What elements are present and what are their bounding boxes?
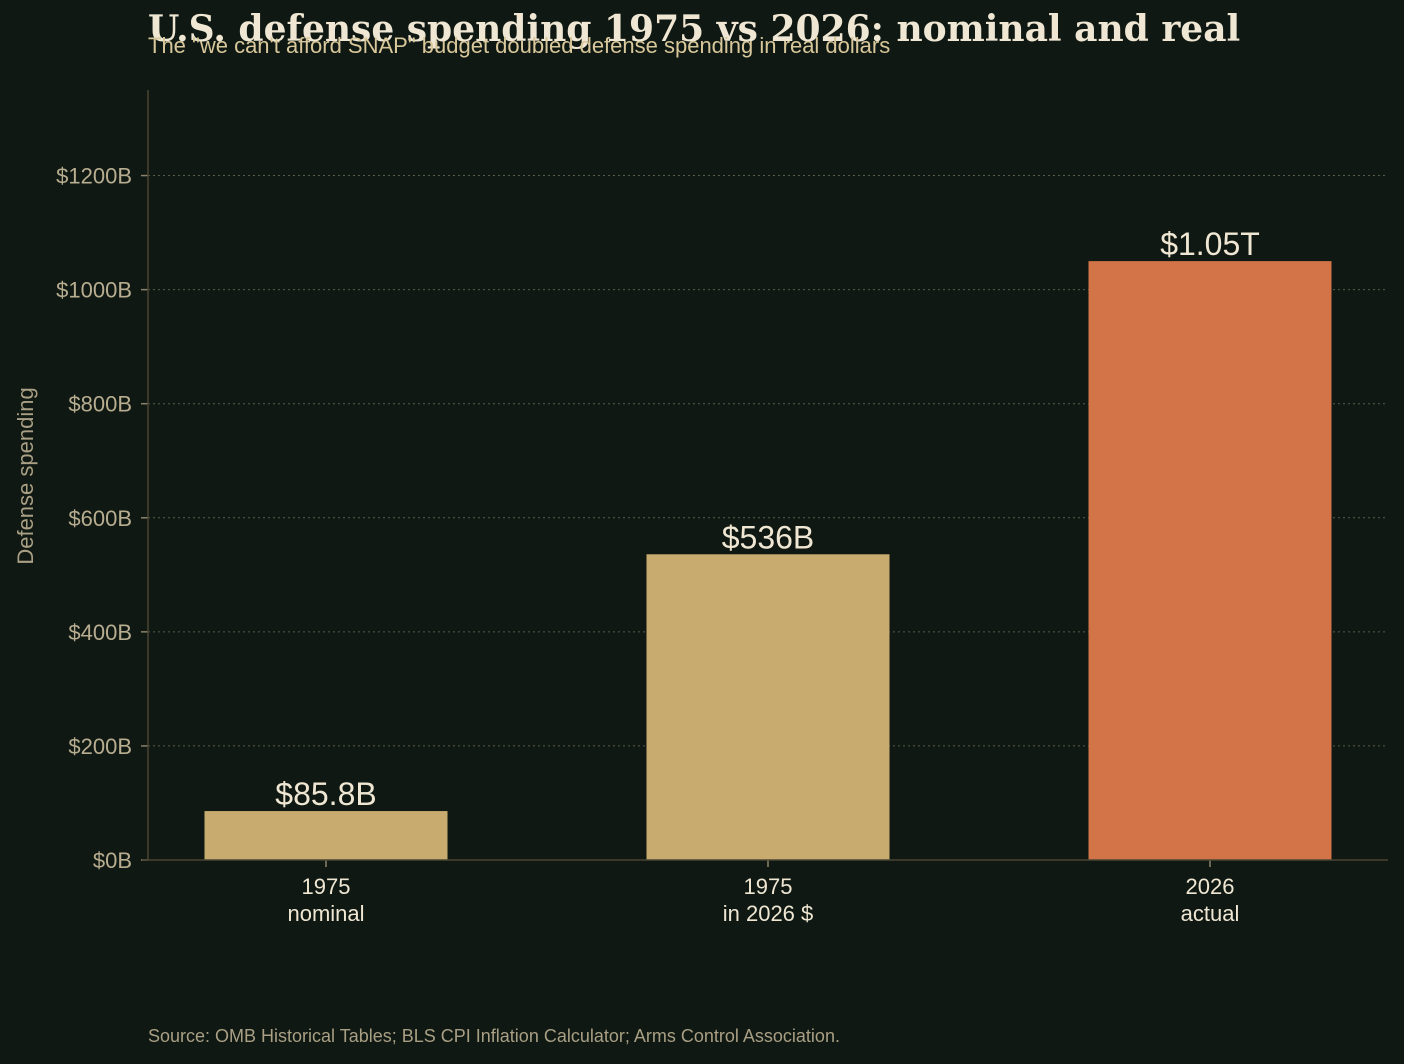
y-tick-label: $200B bbox=[68, 734, 132, 759]
y-tick-label: $400B bbox=[68, 620, 132, 645]
x-tick-label: 1975 in 2026 $ bbox=[723, 874, 814, 926]
chart-title: U.S. defense spending 1975 vs 2026: nomi… bbox=[148, 8, 1241, 50]
x-axis-labels: 1975 nominal 1975 in 2026 $ 2026 actual bbox=[287, 860, 1239, 926]
bar bbox=[646, 554, 890, 860]
bars bbox=[204, 261, 1332, 861]
y-axis-ticks: $0B $200B $400B $600B $800B $1000B $1200B bbox=[56, 164, 148, 873]
y-tick-label: $800B bbox=[68, 392, 132, 417]
bar bbox=[204, 811, 448, 860]
x-tick-label: 1975 nominal bbox=[287, 874, 364, 926]
bar-value-label: $1.05T bbox=[1160, 226, 1260, 262]
y-tick-label: $600B bbox=[68, 506, 132, 531]
y-tick-label: $0B bbox=[93, 848, 132, 873]
bar-value-label: $85.8B bbox=[275, 776, 376, 812]
y-tick-label: $1000B bbox=[56, 278, 132, 303]
source-note: Source: OMB Historical Tables; BLS CPI I… bbox=[148, 1026, 840, 1046]
y-tick-label: $1200B bbox=[56, 164, 132, 189]
bar-value-label: $536B bbox=[722, 519, 815, 555]
y-axis-title: Defense spending bbox=[13, 387, 38, 564]
chart-subtitle: The "we can't afford SNAP" budget double… bbox=[148, 33, 891, 58]
data-labels: $85.8B $536B $1.05T bbox=[275, 226, 1260, 812]
bar bbox=[1088, 261, 1332, 861]
x-tick-label: 2026 actual bbox=[1181, 874, 1240, 926]
